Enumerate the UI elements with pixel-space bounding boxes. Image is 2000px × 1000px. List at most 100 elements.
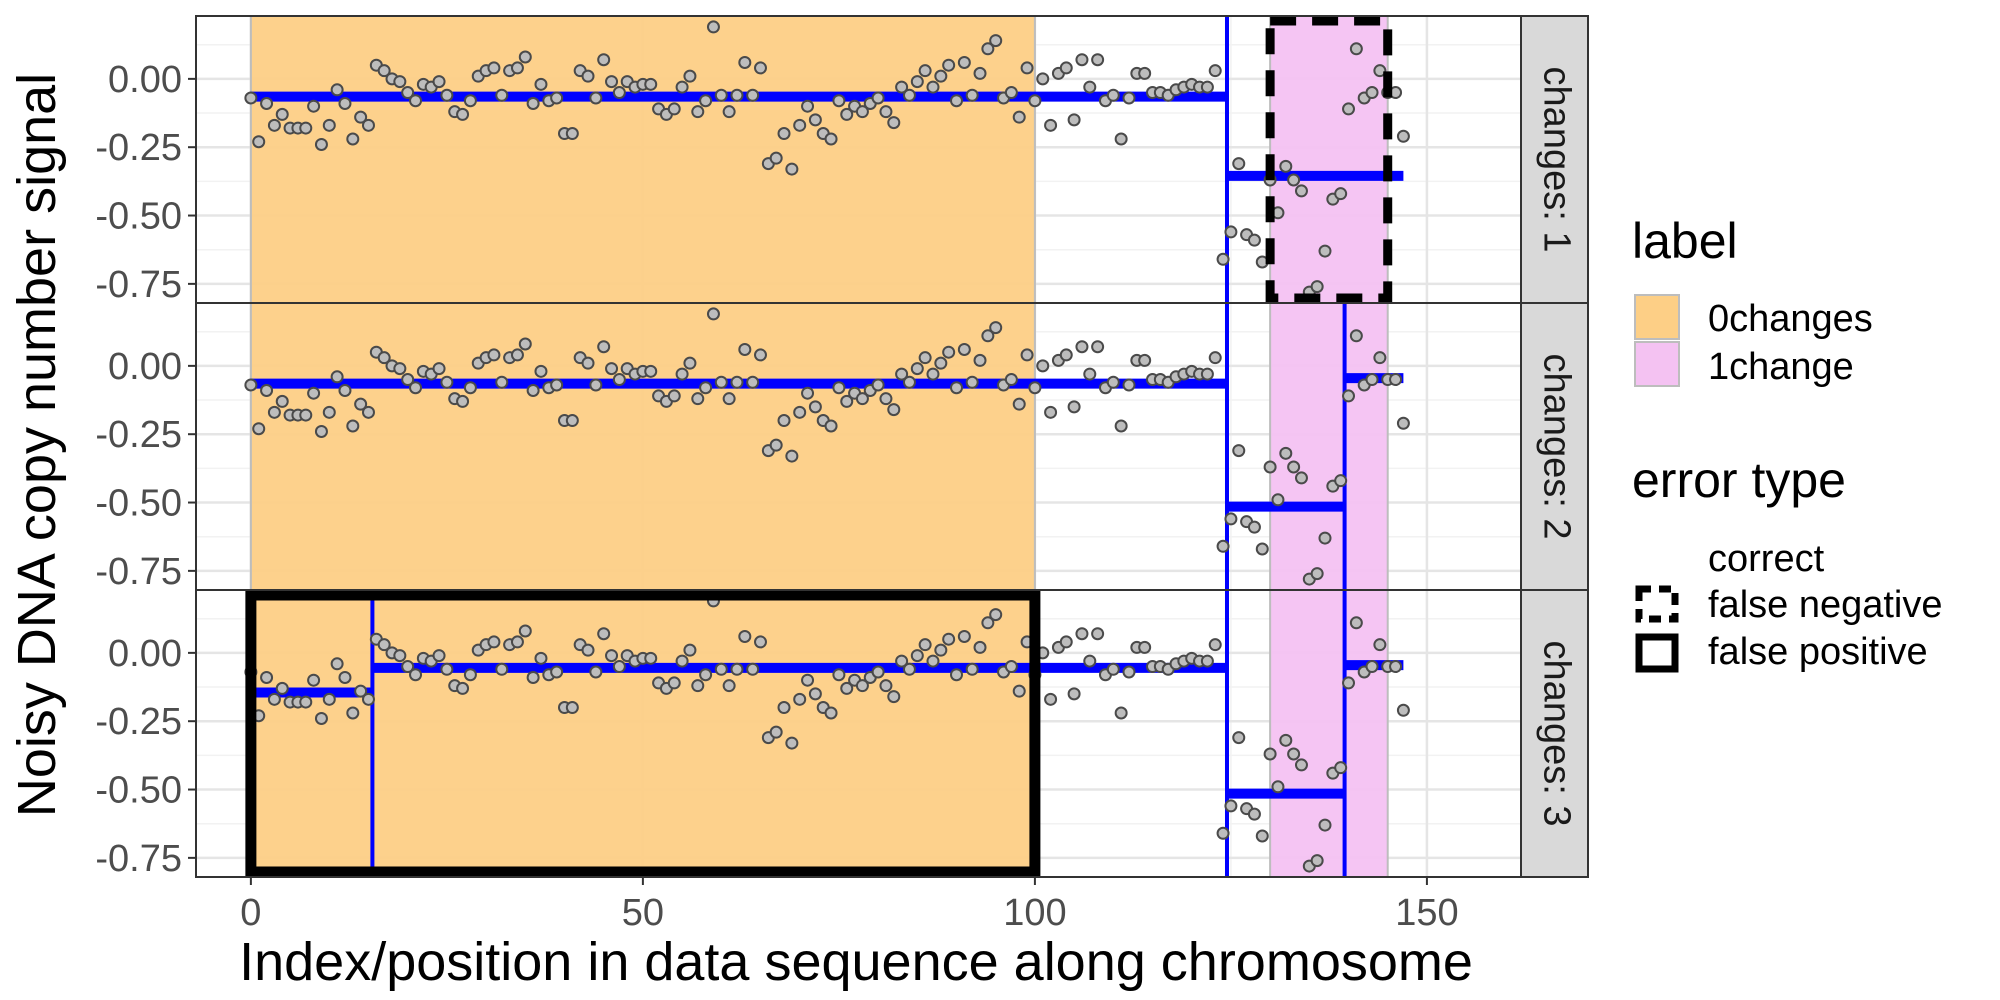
data-point [1122, 665, 1136, 679]
data-point [1318, 531, 1332, 545]
data-point [691, 679, 705, 693]
facet-panel-1: changes: 1 [195, 15, 1589, 304]
data-point [942, 632, 956, 646]
data-point [589, 91, 603, 105]
data-point [918, 64, 932, 78]
data-point [714, 375, 728, 389]
data-point [934, 643, 948, 657]
data-point [1208, 351, 1222, 365]
data-point [1318, 818, 1332, 832]
data-point [683, 643, 697, 657]
data-point [808, 687, 822, 701]
x-axis: 0 50 100 150 [240, 877, 1459, 934]
data-point [769, 151, 783, 165]
data-point [738, 342, 752, 356]
data-point [895, 654, 909, 668]
legend-label-correct: correct [1708, 538, 1825, 580]
data-point [1059, 348, 1073, 362]
data-point [377, 64, 391, 78]
data-point [1122, 378, 1136, 392]
data-point [1208, 64, 1222, 78]
data-point [950, 381, 964, 395]
data-point [550, 665, 564, 679]
data-point [644, 651, 658, 665]
data-point [1020, 61, 1034, 75]
data-point [1247, 233, 1261, 247]
data-point [377, 638, 391, 652]
data-point [902, 88, 916, 102]
data-point [981, 42, 995, 56]
data-point [753, 348, 767, 362]
facet-strip-label: changes: 1 [1535, 67, 1577, 253]
y-tick-label: -0.50 [95, 196, 182, 238]
x-axis-title: Index/position in data sequence along ch… [239, 932, 1473, 992]
facet-strip [1520, 302, 1589, 591]
data-point [840, 394, 854, 408]
data-point [612, 373, 626, 387]
data-point [1310, 854, 1324, 868]
legend-label-1change: 1change [1708, 346, 1854, 388]
data-point [1294, 758, 1308, 772]
error-outline-false-negative [1265, 16, 1393, 303]
data-point [1138, 640, 1152, 654]
data-point [432, 649, 446, 663]
data-point [534, 651, 548, 665]
data-point [1200, 367, 1214, 381]
data-point [793, 692, 807, 706]
data-point [1075, 627, 1089, 641]
data-point [1287, 173, 1301, 187]
data-point [793, 118, 807, 132]
data-point [1318, 244, 1332, 258]
data-point [440, 375, 454, 389]
data-point [973, 640, 987, 654]
data-point [1075, 53, 1089, 67]
data-point [942, 345, 956, 359]
data-point [1342, 676, 1356, 690]
data-point [785, 449, 799, 463]
data-point [1114, 706, 1128, 720]
data-point [824, 419, 838, 433]
data-point [1012, 110, 1026, 124]
data-point [738, 629, 752, 643]
x-tick-label: 100 [1003, 892, 1066, 934]
data-point [267, 405, 281, 419]
x-tick-label: 150 [1395, 892, 1458, 934]
data-point [1012, 684, 1026, 698]
data-point [746, 662, 760, 676]
data-point [1036, 359, 1050, 373]
data-point [785, 162, 799, 176]
data-point [393, 75, 407, 89]
data-point [1067, 400, 1081, 414]
data-point [957, 342, 971, 356]
data-point [1020, 348, 1034, 362]
data-point [981, 616, 995, 630]
data-point [1200, 80, 1214, 94]
data-point [299, 121, 313, 135]
data-point [1396, 703, 1410, 717]
data-point [409, 381, 423, 395]
data-point [1224, 512, 1238, 526]
data-point [1075, 340, 1089, 354]
data-point [1279, 159, 1293, 173]
data-point [1389, 373, 1403, 387]
data-point [299, 695, 313, 709]
data-point [1389, 660, 1403, 674]
data-point [550, 378, 564, 392]
data-point [338, 383, 352, 397]
label-region-1change [1269, 303, 1389, 590]
error-outline-false-positive [245, 589, 1041, 878]
data-point [832, 94, 846, 108]
data-point [895, 367, 909, 381]
data-point [526, 670, 540, 684]
data-point [1349, 42, 1363, 56]
data-point [1255, 542, 1269, 556]
data-point [808, 113, 822, 127]
data-point [683, 69, 697, 83]
data-point [1373, 64, 1387, 78]
data-point [1028, 381, 1042, 395]
data-point [691, 105, 705, 119]
data-point [1271, 493, 1285, 507]
data-point [361, 405, 375, 419]
data-point [1373, 351, 1387, 365]
facet-panel-3: changes: 3 [195, 589, 1589, 878]
